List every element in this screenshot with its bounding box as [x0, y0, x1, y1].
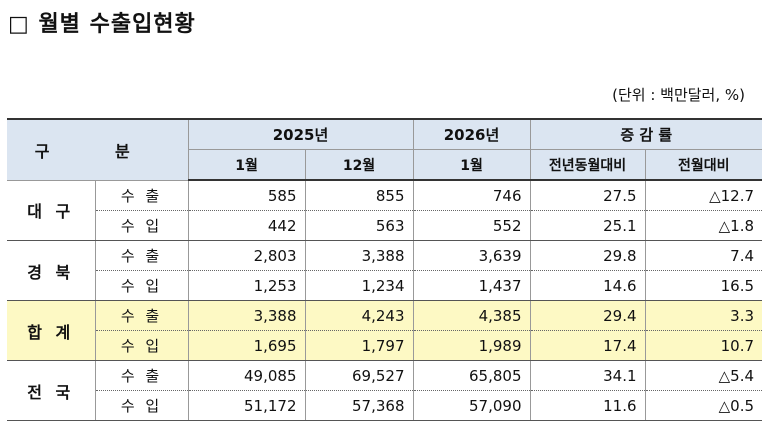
value-cell: 3,639 — [412, 240, 531, 271]
header-cell: 증 감 률 — [529, 118, 763, 150]
item-cell: 수 입 — [95, 330, 189, 361]
value-cell: 1,234 — [304, 270, 414, 301]
header-cell: 전월대비 — [644, 149, 763, 181]
value-cell: △0.5 — [644, 390, 763, 421]
header-row: 구 분 2025년 2026년 증 감 률 — [7, 118, 763, 181]
value-cell: 49,085 — [187, 360, 306, 391]
region-cell: 대 구 — [7, 180, 96, 241]
value-cell: 2,803 — [187, 240, 306, 271]
value-cell: 1,695 — [187, 330, 306, 361]
item-cell: 수 입 — [95, 390, 189, 421]
header-cell: 1월 — [188, 149, 306, 181]
value-cell: 1,253 — [187, 270, 306, 301]
region-cell: 전 국 — [7, 360, 96, 421]
value-cell: 585 — [187, 180, 306, 211]
item-cell: 수 출 — [94, 180, 189, 211]
value-cell: △1.8 — [644, 210, 763, 241]
item-cell: 수 입 — [95, 270, 189, 301]
item-cell: 수 출 — [94, 300, 189, 331]
data-row: 수 입 1,253 1,234 1,437 14.6 16.5 — [7, 270, 763, 301]
region-cell: 합 계 — [7, 300, 96, 361]
value-cell: 4,243 — [304, 300, 414, 331]
value-cell: 563 — [304, 210, 414, 241]
header-cell: 전년동월대비 — [529, 149, 646, 181]
value-cell: 1,989 — [412, 330, 531, 361]
value-cell: 69,527 — [304, 360, 414, 391]
value-cell: 14.6 — [529, 270, 646, 301]
header-cell: 2025년 — [187, 118, 414, 150]
data-row: 수 입 442 563 552 25.1 △1.8 — [7, 210, 763, 241]
value-cell: 442 — [187, 210, 306, 241]
trade-table: 구 분 2025년 2026년 증 감 률 1월 12월 1월 전년동월대비 전월대비 … — [7, 118, 763, 421]
value-cell: 3,388 — [304, 240, 414, 271]
data-row: 수 입 1,695 1,797 1,989 17.4 10.7 — [7, 330, 763, 361]
header-row: 1월 12월 1월 전년동월대비 전월대비 — [7, 149, 763, 181]
item-cell: 수 입 — [95, 210, 189, 241]
value-cell: 65,805 — [412, 360, 531, 391]
region-cell: 경 북 — [7, 240, 96, 301]
value-cell: 10.7 — [644, 330, 763, 361]
unit-note: (단위 : 백만달러, %) — [612, 86, 745, 104]
data-row: 수 입 51,172 57,368 57,090 11.6 △0.5 — [7, 390, 763, 421]
value-cell: 25.1 — [529, 210, 646, 241]
header-cell: 2026년 — [412, 118, 531, 150]
item-cell: 수 출 — [94, 240, 189, 271]
value-cell: 4,385 — [412, 300, 531, 331]
value-cell: 3,388 — [187, 300, 306, 331]
value-cell: 11.6 — [529, 390, 646, 421]
value-cell: 1,437 — [412, 270, 531, 301]
value-cell: 16.5 — [644, 270, 763, 301]
value-cell: △12.7 — [644, 180, 763, 211]
value-cell: 1,797 — [304, 330, 414, 361]
value-cell: 746 — [412, 180, 531, 211]
value-cell: 51,172 — [187, 390, 306, 421]
value-cell: 29.4 — [529, 300, 646, 331]
item-cell: 수 출 — [94, 360, 189, 391]
value-cell: 7.4 — [644, 240, 763, 271]
value-cell: 57,090 — [412, 390, 531, 421]
title: □ 월별 수출입현황 — [8, 12, 196, 37]
header-cell: 12월 — [304, 149, 414, 181]
value-cell: △5.4 — [644, 360, 763, 391]
value-cell: 552 — [412, 210, 531, 241]
value-cell: 29.8 — [529, 240, 646, 271]
value-cell: 17.4 — [529, 330, 646, 361]
value-cell: 855 — [304, 180, 414, 211]
table-header: 구 분 2025년 2026년 증 감 률 1월 12월 1월 전년동월대비 전월대비 — [7, 118, 763, 181]
value-cell: 3.3 — [644, 300, 763, 331]
value-cell: 34.1 — [529, 360, 646, 391]
value-cell: 57,368 — [304, 390, 414, 421]
header-cell: 구 분 — [7, 118, 189, 181]
value-cell: 27.5 — [529, 180, 646, 211]
header-cell: 1월 — [412, 149, 531, 181]
